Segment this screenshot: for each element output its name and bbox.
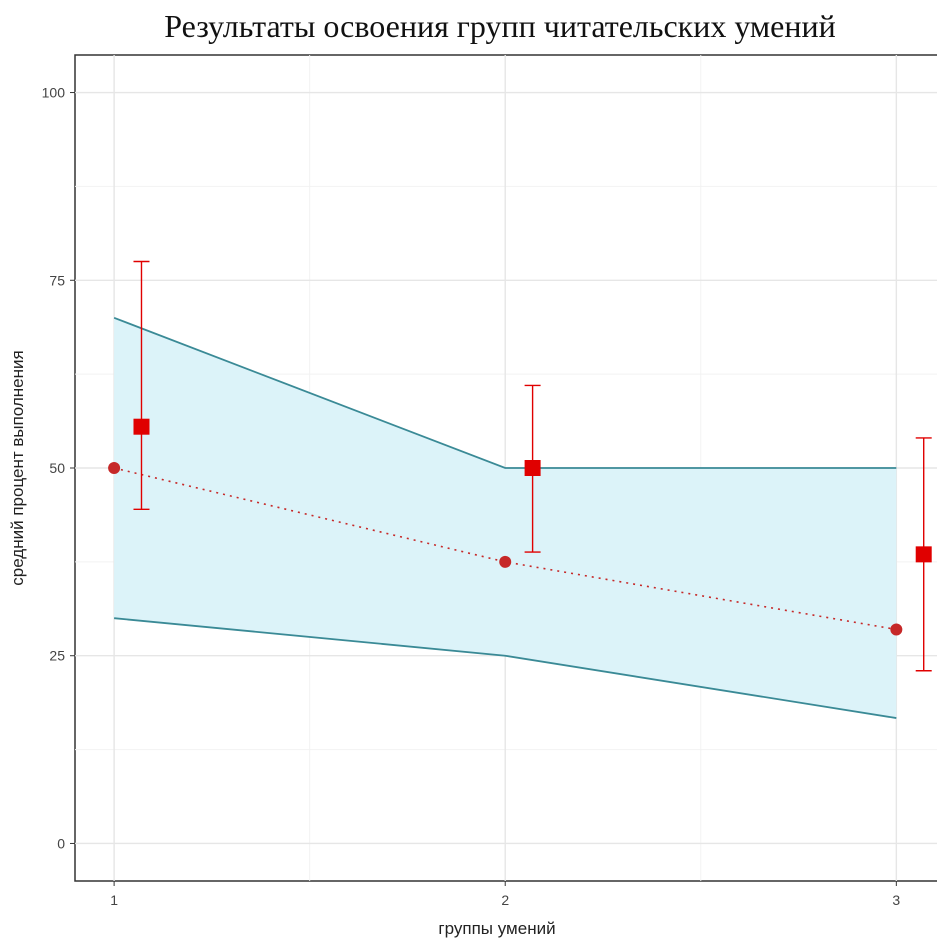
y-tick-label: 0 (57, 835, 65, 851)
x-tick-label: 1 (110, 892, 118, 908)
circle-point (890, 623, 903, 636)
dotted-series-line (113, 467, 897, 631)
circle-point (108, 462, 121, 474)
y-tick-label: 75 (49, 272, 65, 288)
x-axis-title: группы умений (438, 919, 555, 938)
square-point (133, 418, 150, 435)
square-point (915, 546, 932, 563)
series-layer (108, 260, 932, 672)
y-tick-label: 50 (49, 460, 65, 476)
chart-title: Результаты освоения групп читательских у… (164, 8, 836, 44)
axis-layer: 0 25 50 75 100 1 2 3 (42, 85, 901, 908)
y-tick-label: 100 (42, 85, 66, 101)
band-area (114, 317, 897, 719)
y-axis-title: средний процент выполнения (8, 350, 27, 585)
circle-point (499, 555, 512, 568)
square-point (524, 460, 541, 476)
band-upper-line (113, 316, 897, 469)
y-tick-label: 25 (49, 648, 65, 664)
band-layer (113, 316, 897, 719)
band-lower-line (114, 617, 897, 719)
x-tick-label: 2 (501, 892, 509, 908)
x-tick-label: 3 (892, 892, 900, 908)
